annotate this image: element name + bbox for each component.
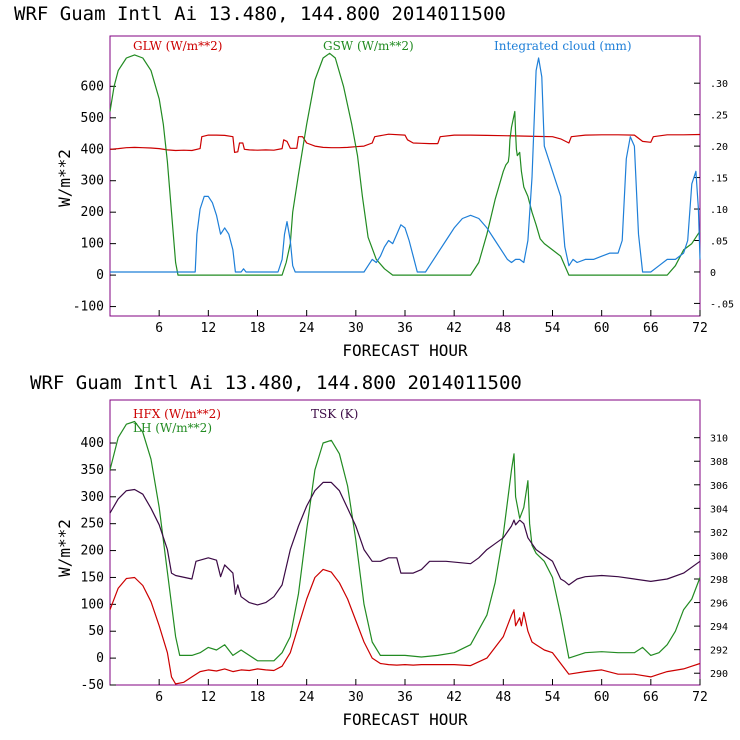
- y-tick-label: 300: [81, 490, 104, 505]
- y2-tick-label: 290: [710, 669, 728, 680]
- y2-tick-label: .05: [710, 236, 728, 247]
- y-tick-label: 400: [81, 436, 104, 451]
- y-tick-label: 0: [96, 268, 104, 283]
- plot-frame-top: [109, 35, 701, 317]
- y2-tick-label: 302: [710, 528, 728, 539]
- series-line-top-0: [109, 133, 701, 153]
- y-axis-label-bottom: W/m**2: [55, 519, 74, 577]
- y-tick-label: 250: [81, 517, 104, 532]
- y2-tick-label: 294: [710, 622, 728, 633]
- series-line-bottom-2: [109, 481, 701, 606]
- legend-gsw: GSW (W/m**2): [323, 39, 414, 53]
- y-tick-label: 100: [81, 237, 104, 252]
- x-tick-label: 48: [496, 321, 512, 336]
- x-tick-label: 72: [692, 321, 708, 336]
- series-line-bottom-0: [109, 568, 701, 685]
- series-line-top-2: [110, 57, 701, 273]
- legend-glw: GLW (W/m**2): [133, 39, 222, 53]
- series-line-top-1: [109, 52, 701, 276]
- x-tick-label: 54: [545, 690, 561, 705]
- y-tick-label: 600: [81, 79, 104, 94]
- y-tick-label: 500: [81, 111, 104, 126]
- x-tick-label: 36: [397, 321, 413, 336]
- x-tick-label: 66: [643, 690, 659, 705]
- y-axis-label-top: W/m**2: [55, 149, 74, 207]
- y2-tick-label: 292: [710, 646, 728, 657]
- x-tick-label: 48: [496, 690, 512, 705]
- y-tick-label: 350: [81, 463, 104, 478]
- y2-tick-label: .30: [710, 79, 728, 90]
- x-tick-label: 60: [594, 321, 610, 336]
- x-tick-label: 24: [299, 321, 315, 336]
- y2-tick-label: 306: [710, 481, 728, 492]
- legend-cloud: Integrated cloud (mm): [494, 39, 632, 53]
- y-tick-label: 100: [81, 597, 104, 612]
- y-tick-label: 300: [81, 174, 104, 189]
- y2-tick-label: .25: [710, 111, 728, 122]
- chart-title-bottom: WRF Guam Intl Ai 13.480, 144.800 2014011…: [30, 372, 522, 394]
- x-tick-label: 24: [299, 690, 315, 705]
- x-axis-label-top: FORECAST HOUR: [342, 341, 468, 360]
- y-tick-label: 150: [81, 570, 104, 585]
- y-tick-label: 200: [81, 544, 104, 559]
- y2-tick-label: 296: [710, 599, 728, 610]
- plot-frame-bottom: [109, 399, 701, 686]
- legend-lh: LH (W/m**2): [133, 421, 212, 435]
- x-tick-label: 66: [643, 321, 659, 336]
- x-tick-label: 42: [446, 321, 462, 336]
- x-tick-label: 72: [692, 690, 708, 705]
- y2-tick-label: 304: [710, 504, 728, 515]
- plot-bottom: 6 12 18 24 30 36 42 48 54 60 66 72 -50 0 50 100 150 200 25…: [81, 420, 728, 705]
- y2-tick-label: .10: [710, 205, 728, 216]
- x-tick-label: 42: [446, 690, 462, 705]
- x-tick-label: 30: [348, 321, 364, 336]
- y2-tick-label: .15: [710, 174, 728, 185]
- x-tick-label: 60: [594, 690, 610, 705]
- y-tick-label: 400: [81, 142, 104, 157]
- y-tick-label: 50: [88, 624, 104, 639]
- y2-tick-label: 308: [710, 457, 728, 468]
- x-tick-label: 18: [250, 690, 266, 705]
- y-tick-label: 0: [96, 651, 104, 666]
- legend-hfx: HFX (W/m**2): [133, 407, 221, 421]
- y2-tick-label: 310: [710, 434, 728, 445]
- x-tick-label: 36: [397, 690, 413, 705]
- x-tick-label: 18: [250, 321, 266, 336]
- x-tick-label: 6: [155, 321, 163, 336]
- plot-top: 6 12 18 24 30 36 42 48 54 60 66 72 -100 0 100 200 300 400…: [73, 52, 734, 336]
- x-axis-label-bottom: FORECAST HOUR: [342, 710, 468, 729]
- y-tick-label: 200: [81, 205, 104, 220]
- y-tick-label: -100: [73, 300, 104, 315]
- y2-tick-label: -.05: [710, 299, 734, 310]
- y-tick-label: -50: [81, 678, 104, 693]
- y2-tick-label: 298: [710, 575, 728, 586]
- x-tick-label: 12: [201, 690, 217, 705]
- x-tick-label: 12: [201, 321, 217, 336]
- series-line-bottom-1: [109, 420, 701, 662]
- legend-tsk: TSK (K): [311, 407, 358, 421]
- y2-tick-label: .20: [710, 142, 728, 153]
- x-tick-label: 6: [155, 690, 163, 705]
- x-tick-label: 30: [348, 690, 364, 705]
- y2-tick-label: 0: [710, 268, 716, 279]
- chart-title-top: WRF Guam Intl Ai 13.480, 144.800 2014011…: [14, 3, 506, 25]
- x-tick-label: 54: [545, 321, 561, 336]
- y2-tick-label: 300: [710, 551, 728, 562]
